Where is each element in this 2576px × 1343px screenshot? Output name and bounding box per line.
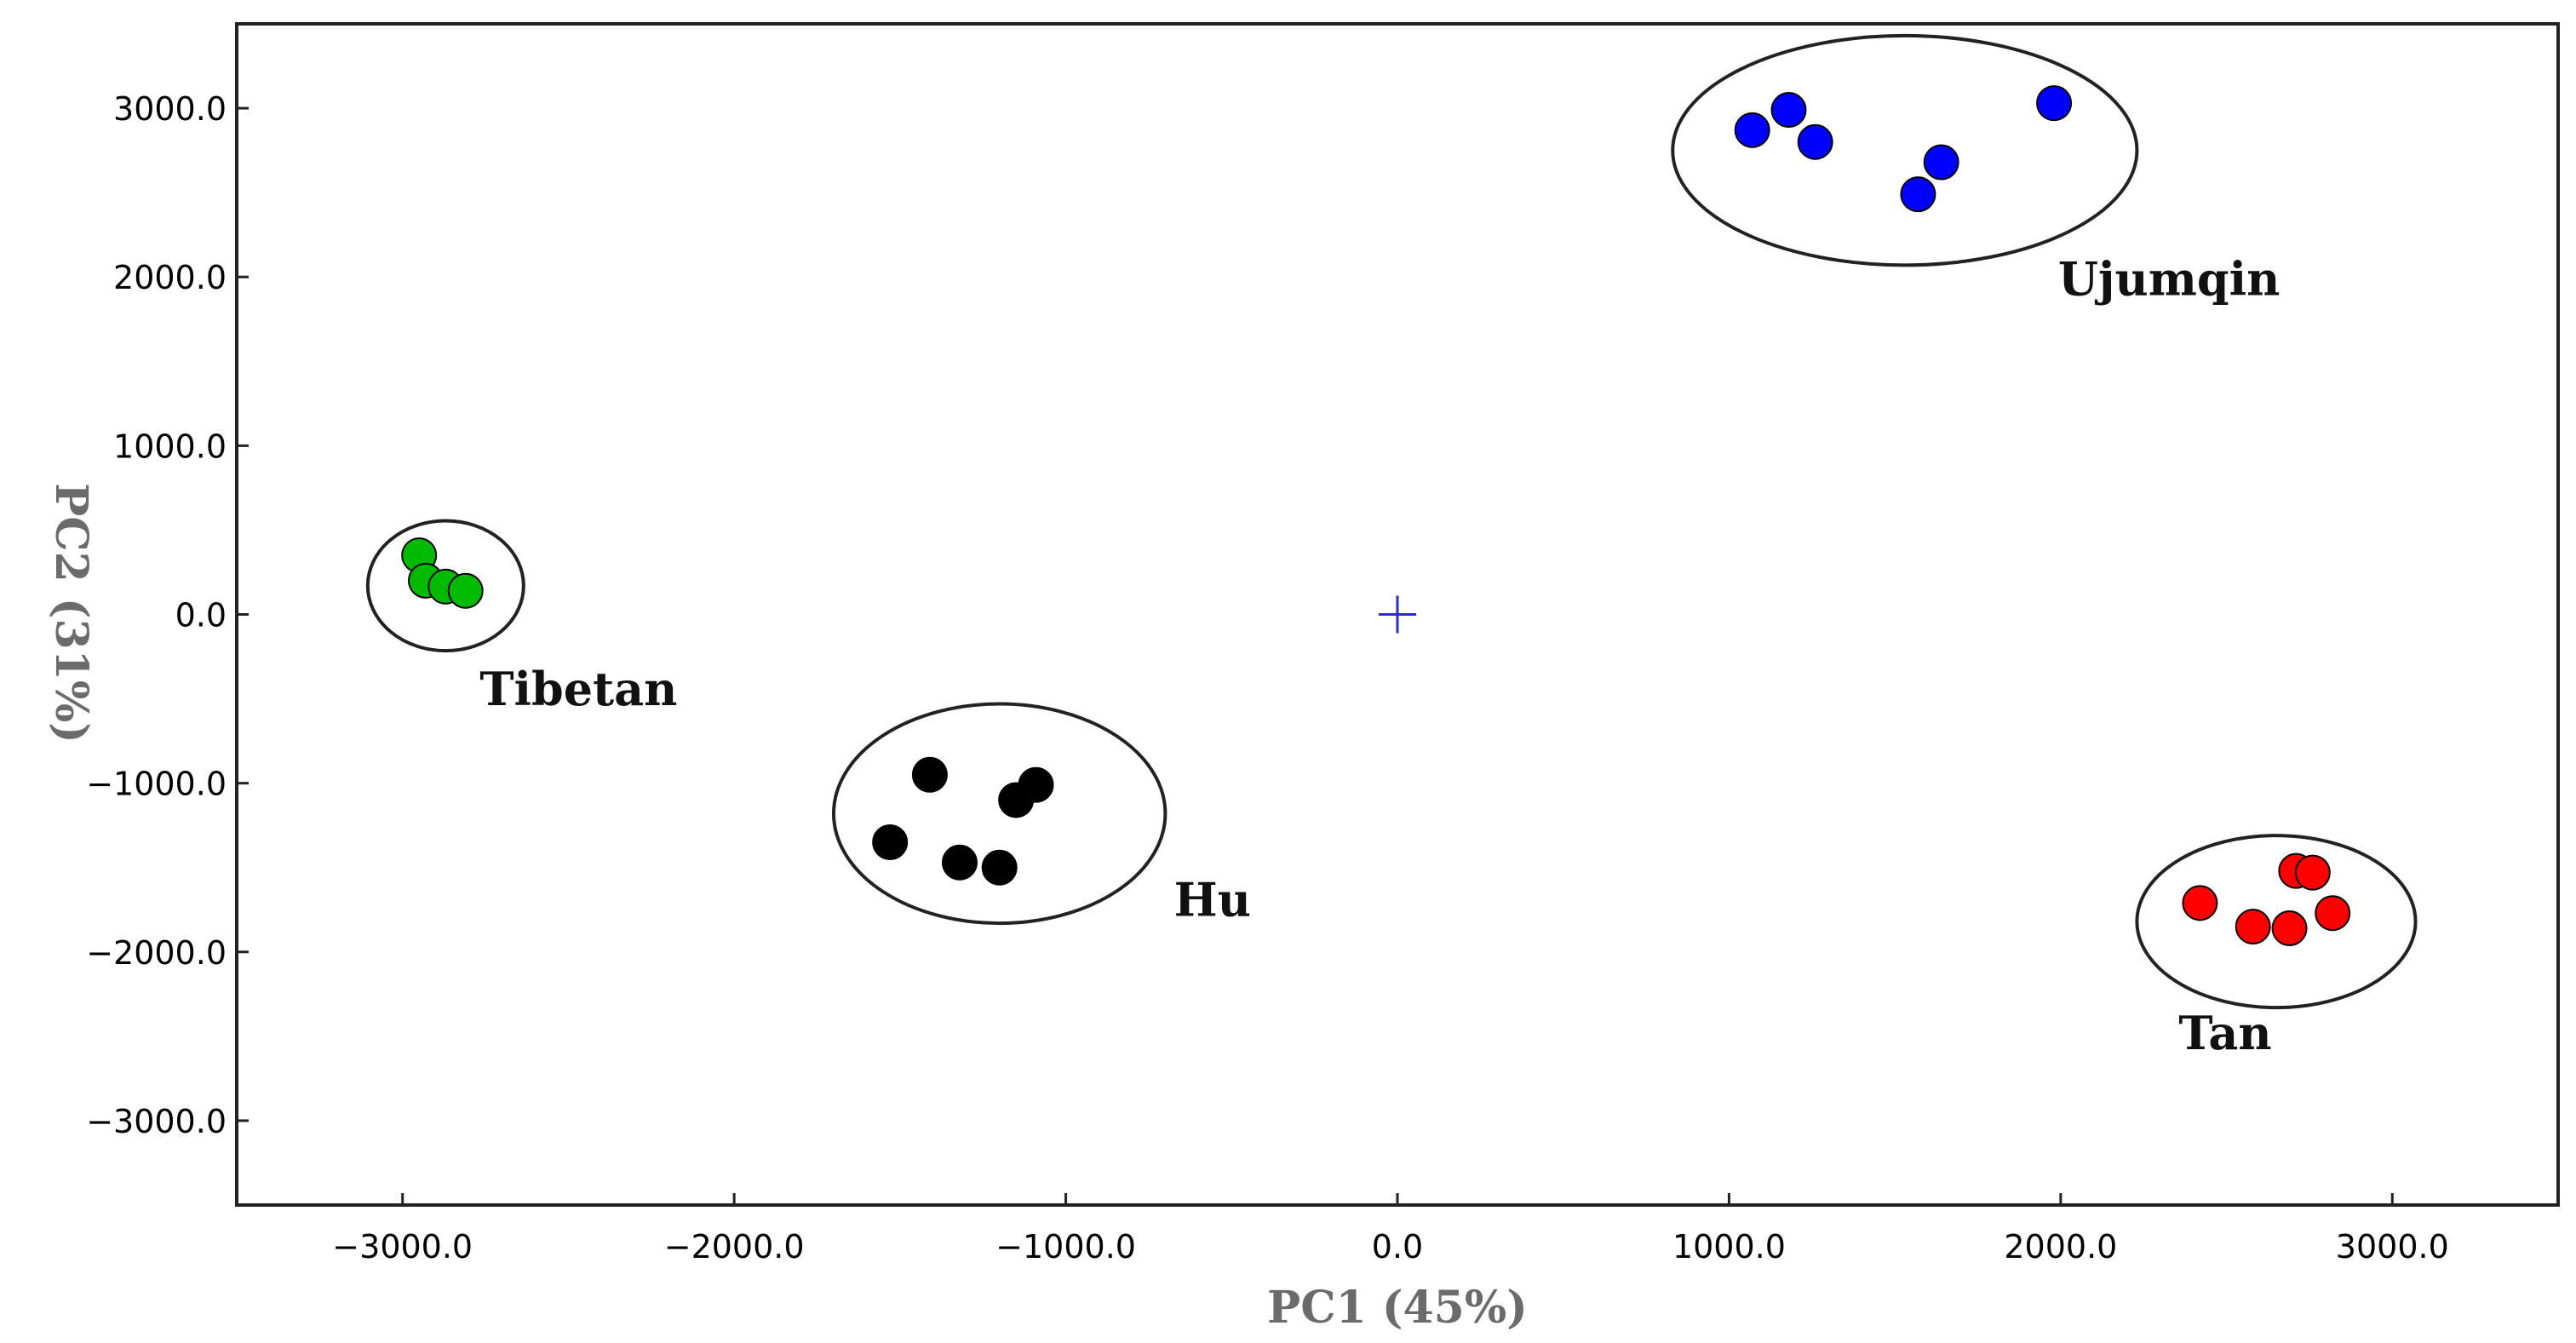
ujumqin-cluster-label: Ujumqin (2058, 252, 2281, 307)
ujumqin-data-point (1900, 176, 1936, 213)
hu-data-point (911, 756, 948, 793)
x-tick-label: 3000.0 (2336, 1228, 2449, 1266)
tan-data-point (2294, 854, 2331, 891)
hu-data-point (1018, 766, 1054, 803)
ujumqin-data-point (1770, 92, 1807, 129)
y-tick-label: −3000.0 (86, 1103, 227, 1140)
cluster-labels: Ujumqin Tibetan Hu Tan (479, 252, 2280, 1061)
hu-data-point (872, 824, 909, 860)
hu-data-point (941, 844, 978, 881)
y-axis-ticks: −3000.0 −2000.0 −1000.0 0.0 1000.0 2000.0 3000… (86, 90, 249, 1140)
tan-cluster-label: Tan (2178, 1006, 2271, 1060)
y-tick-label: 2000.0 (113, 259, 227, 296)
x-tick-label: 1000.0 (1672, 1228, 1786, 1266)
x-tick-label: −1000.0 (995, 1228, 1136, 1266)
x-axis-title: PC1 (45%) (1267, 1282, 1528, 1334)
x-axis-ticks: −3000.0 −2000.0 −1000.0 0.0 1000.0 2000.0 3000… (332, 1193, 2449, 1266)
tibetan-data-point (447, 572, 484, 609)
y-tick-label: 0.0 (175, 597, 227, 634)
x-tick-label: 0.0 (1372, 1228, 1423, 1266)
origin-plus-marker (1379, 595, 1416, 634)
y-axis-title: PC2 (31%) (45, 483, 97, 743)
tibetan-cluster-ellipse (365, 519, 525, 653)
x-tick-label: −2000.0 (664, 1228, 805, 1266)
ujumqin-data-point (2036, 85, 2073, 122)
cluster-ellipses (365, 33, 2418, 1010)
tan-data-point (2235, 909, 2271, 945)
x-tick-label: −3000.0 (332, 1228, 473, 1266)
hu-cluster-ellipse (831, 702, 1168, 926)
ujumqin-data-point (1797, 123, 1833, 160)
y-tick-label: −1000.0 (86, 766, 227, 803)
y-tick-label: 1000.0 (113, 428, 227, 465)
y-tick-label: 3000.0 (113, 90, 227, 128)
tan-data-point (2271, 910, 2308, 947)
tan-data-point (2315, 895, 2351, 932)
tibetan-cluster-label: Tibetan (479, 662, 677, 716)
hu-cluster-label: Hu (1174, 872, 1251, 927)
ujumqin-cluster-ellipse (1671, 33, 2139, 267)
y-tick-label: −2000.0 (86, 934, 227, 972)
tan-data-point (2182, 885, 2218, 921)
ujumqin-data-point (1923, 144, 1959, 181)
data-points (401, 85, 2351, 947)
hu-data-point (981, 849, 1018, 886)
x-tick-label: 2000.0 (2004, 1228, 2117, 1266)
tan-cluster-ellipse (2135, 834, 2418, 1010)
ujumqin-data-point (1734, 112, 1770, 148)
